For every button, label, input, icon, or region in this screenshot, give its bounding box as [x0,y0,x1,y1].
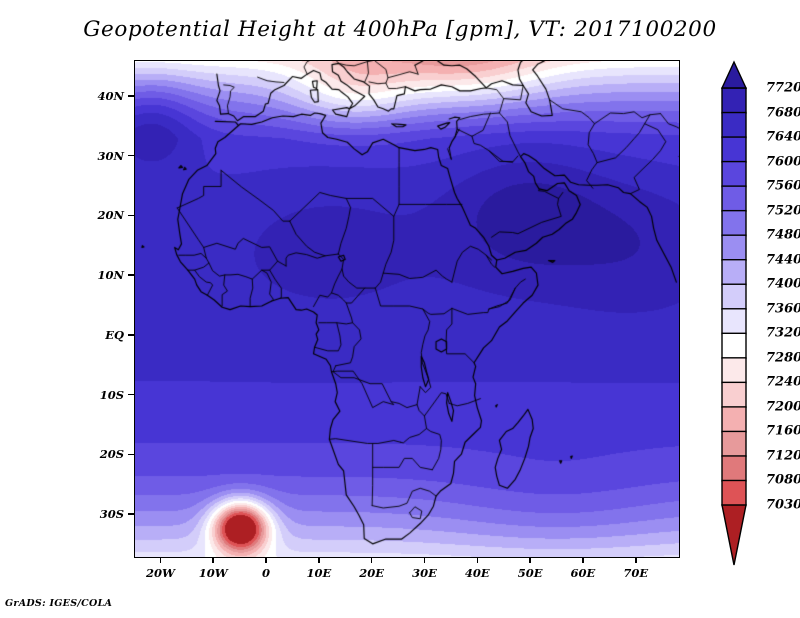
y-axis-label: 30N [97,148,124,163]
colorbar-band [721,430,747,458]
colorbar-band [721,160,747,188]
colorbar-band [721,283,747,310]
y-axis-tick [128,95,134,97]
x-axis-tick [423,557,426,563]
colorbar-tick-label: 7560 [766,178,800,194]
y-axis-label: 30S [99,507,124,522]
colorbar-band [721,332,747,360]
colorbar-extend-high [720,60,748,89]
colorbar-band [721,381,747,409]
colorbar-band [721,209,747,237]
colorbar-tick-label: 7360 [766,301,800,317]
x-axis-tick [212,557,215,563]
x-axis-label: 10E [306,566,332,580]
colorbar-band [721,357,747,384]
colorbar-band [721,136,747,163]
y-axis-tick [128,214,134,217]
colorbar-tick-label: 7720 [766,80,800,96]
x-axis-label: 0 [262,566,271,580]
map-plot-area [134,60,680,558]
colorbar-band [721,185,747,212]
y-axis-tick [128,274,134,276]
y-axis-label: EQ [105,327,124,342]
y-axis-label: 20S [99,447,124,462]
y-axis-tick [128,513,134,515]
colorbar-tick-label: 7030 [766,497,800,513]
colorbar-tick-label: 7200 [766,399,800,415]
y-axis-tick [128,334,134,336]
footer-credit: GrADS: IGES/COLA [5,598,113,609]
x-axis-label: 70E [623,566,649,580]
colorbar-tick-label: 7480 [766,227,800,243]
x-axis-label: 30E [412,566,437,580]
colorbar: 7720 7680 7640 7600 7560 7520 7480 7440 7400 7360… [716,60,800,568]
y-axis-tick [128,154,134,157]
colorbar-tick-label: 7320 [766,325,800,341]
colorbar-band [721,234,747,261]
x-axis-tick [159,557,162,563]
y-axis-label: 20N [97,208,124,223]
colorbar-tick-label: 7440 [766,252,800,268]
y-axis-label: 10N [97,268,124,283]
x-axis-tick [529,557,531,563]
colorbar-tick-label: 7240 [766,374,800,390]
x-axis-tick [265,557,267,563]
colorbar-tick-label: 7160 [766,423,800,439]
x-axis-label: 40E [464,566,490,580]
y-axis-label: 40N [97,88,124,103]
colorbar-tick-label: 7280 [766,350,800,366]
x-axis-tick [582,557,584,563]
colorbar-extend-low [721,504,747,566]
x-axis-label: 10W [198,566,228,580]
colorbar-tick-label: 7640 [766,129,800,145]
colorbar-tick-label: 7120 [766,448,800,464]
y-axis-tick [128,393,134,396]
colorbar-tick-label: 7520 [766,203,800,219]
colorbar-tick-label: 7680 [766,105,800,121]
x-axis-label: 50E [517,566,543,580]
x-axis-tick [634,557,637,563]
colorbar-band [721,479,747,507]
colorbar-band [721,259,747,286]
x-axis-label: 60E [570,566,596,580]
colorbar-band [721,406,747,433]
colorbar-band [721,87,747,114]
y-axis-label: 10S [99,387,124,402]
x-axis-tick [476,557,479,563]
y-axis-tick [128,453,134,456]
colorbar-band [721,308,747,335]
x-axis-tick [318,557,320,563]
colorbar-swatches [720,60,748,566]
geopotential-height-field [135,61,679,557]
colorbar-tick-label: 7600 [766,154,800,170]
x-axis-label: 20W [145,566,175,580]
x-axis-label: 20E [359,566,385,580]
colorbar-tick-label: 7080 [766,472,800,488]
page-title: Geopotential Height at 400hPa [gpm], VT:… [83,17,717,42]
colorbar-tick-label: 7400 [766,276,800,292]
colorbar-band [721,455,747,482]
x-axis-tick [370,557,373,563]
colorbar-band [721,111,747,139]
